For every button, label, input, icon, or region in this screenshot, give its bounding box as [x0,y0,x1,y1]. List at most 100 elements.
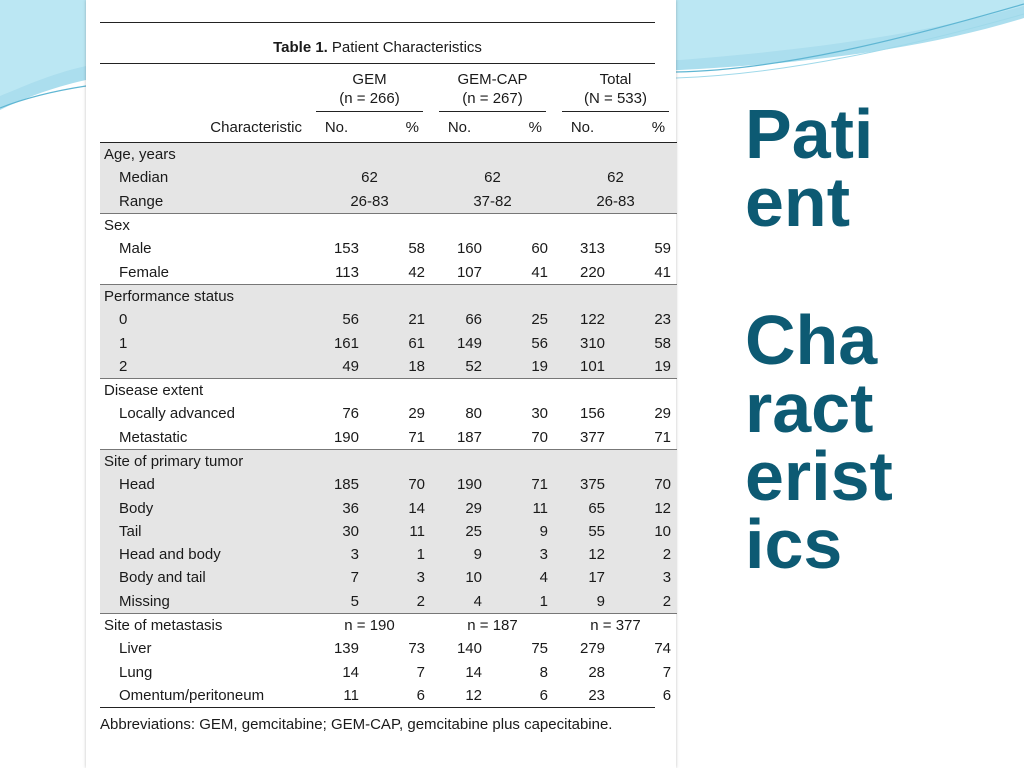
cell-value: 14 [365,496,431,520]
cell-value: 29 [431,496,488,520]
cell-value: 190 [333,428,359,446]
cell-value: 1 [488,589,555,614]
cell-value: 139 [333,640,359,658]
table-row: 0 56 21 66 25 122 23 [100,308,678,332]
cell-value: 26-83 [554,189,678,214]
cell-value: 6 [416,686,425,704]
cell-value: 21 [365,308,431,332]
cell-value: 313 [579,240,606,258]
table-row: Performance status [100,283,678,309]
cell-value: 59 [654,240,672,258]
cell-value: 9 [554,589,612,614]
column-header-row: Characteristic No. % No. % No. % [100,112,678,143]
cell-value: 279 [579,640,606,658]
cell-value: 2 [611,589,678,614]
cell-value: 3 [308,543,365,567]
slide-title-line: ics [745,505,843,583]
cell-value: 62 [554,166,678,190]
section-label: Site of primary tumor [100,448,678,474]
cell-value: 70 [611,473,678,497]
cell-value: 11 [365,519,431,544]
row-label: Female [119,263,170,281]
cell-value: 71 [488,473,555,497]
table-title-text: Patient Characteristics [331,39,482,56]
cell-value: 7 [662,663,672,681]
cell-value: 58 [611,331,678,355]
cell-value: 377 [579,428,606,446]
row-label: 1 [100,331,308,355]
column-header-pct: % [365,112,431,143]
slide-title-line: ract [745,369,874,447]
cell-value: 4 [488,566,555,590]
table-row: Sex [100,212,678,238]
cell-value: 6 [662,686,672,704]
group-header-total: Total (N = 533) [554,64,677,112]
table-row: Site of primary tumor [100,448,678,474]
cell-value: 8 [539,663,549,681]
cell-value: 11 [343,686,359,704]
cell-value: 42 [408,263,425,281]
cell-value: 75 [531,640,549,658]
section-label: Performance status [100,283,678,309]
cell-value: 7 [416,663,425,681]
cell-value: 58 [408,240,425,258]
cell-value: 30 [531,405,549,423]
slide-title: Pati ent Cha ract erist ics [745,99,945,583]
cell-value: 10 [431,566,488,590]
section-age: Age, years Median 62 62 62 Range 26-83 3… [100,142,678,214]
slide-title-line: erist [745,437,893,515]
slide-title-line: ent [745,163,850,241]
cell-value: 74 [654,640,672,658]
table-row: Age, years [100,142,678,167]
cell-value: 187 [456,428,482,446]
row-label: Range [100,189,308,214]
cell-value: 65 [554,496,612,520]
cell-value: 2 [611,543,678,567]
cell-value: n = 190 [308,612,431,638]
cell-value: 56 [488,331,555,355]
cell-value: 14 [465,663,482,681]
cell-value: n = 377 [554,612,678,638]
row-label: Body and tail [100,566,308,590]
cell-value: 76 [342,405,359,423]
section-label: Site of metastasis [100,612,308,638]
cell-value: 3 [365,566,431,590]
row-label: Lung [119,663,153,681]
cell-value: 140 [456,640,482,658]
cell-value: 41 [654,263,672,281]
column-header-pct: % [488,112,555,143]
cell-value: 153 [333,240,359,258]
section-extent: Disease extent Locally advanced 76 29 80 3… [100,377,678,449]
cell-value: 18 [365,354,431,379]
cell-value: 4 [431,589,488,614]
cell-value: 23 [611,308,678,332]
cell-value: 25 [488,308,555,332]
table-title-number: Table 1. [273,39,328,56]
cell-value: 10 [611,519,678,544]
cell-value: 185 [308,473,365,497]
table-footnote: Abbreviations: GEM, gemcitabine; GEM-CAP… [100,707,655,733]
row-label: Missing [100,589,308,614]
table-row: Liver 139 73 140 75 279 74 [100,637,677,660]
cell-value: 19 [488,354,555,379]
table-title: Table 1. Patient Characteristics [100,23,655,64]
cell-value: 41 [531,263,549,281]
table-row: Body 36 14 29 11 65 12 [100,496,678,520]
cell-value: 220 [579,263,606,281]
cell-value: 56 [308,308,365,332]
column-header-no: No. [431,112,488,143]
cell-value: 11 [488,496,555,520]
cell-value: 3 [488,543,555,567]
cell-value: 36 [308,496,365,520]
cell-value: 66 [431,308,488,332]
section-primary-tumor: Site of primary tumor Head 185 70 190 71 3… [100,448,678,614]
cell-value: 190 [431,473,488,497]
section-sex: Sex Male 153 58 160 60 313 59 Female 113 42 … [100,212,678,284]
cell-value: 101 [554,354,612,379]
cell-value: 122 [554,308,612,332]
cell-value: 161 [308,331,365,355]
table-row: Female 113 42 107 41 220 41 [100,260,677,284]
row-label: Locally advanced [119,405,235,423]
cell-value: 19 [611,354,678,379]
